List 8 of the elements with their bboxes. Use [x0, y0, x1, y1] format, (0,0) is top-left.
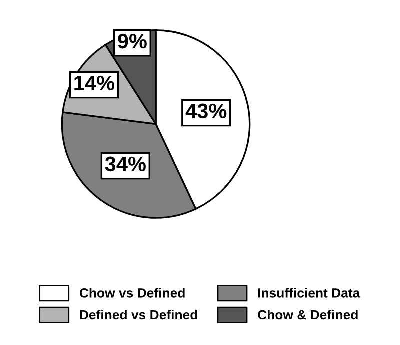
data-label: 9% — [118, 34, 147, 49]
legend-label: Defined vs Defined — [80, 310, 198, 320]
data-label: 43% — [186, 104, 227, 119]
legend-label: Chow & Defined — [258, 310, 358, 320]
data-label: 14% — [74, 76, 114, 91]
legend-label: Insufficient Data — [258, 288, 360, 298]
legend-label: Chow vs Defined — [80, 288, 185, 298]
data-label: 34% — [105, 156, 146, 172]
